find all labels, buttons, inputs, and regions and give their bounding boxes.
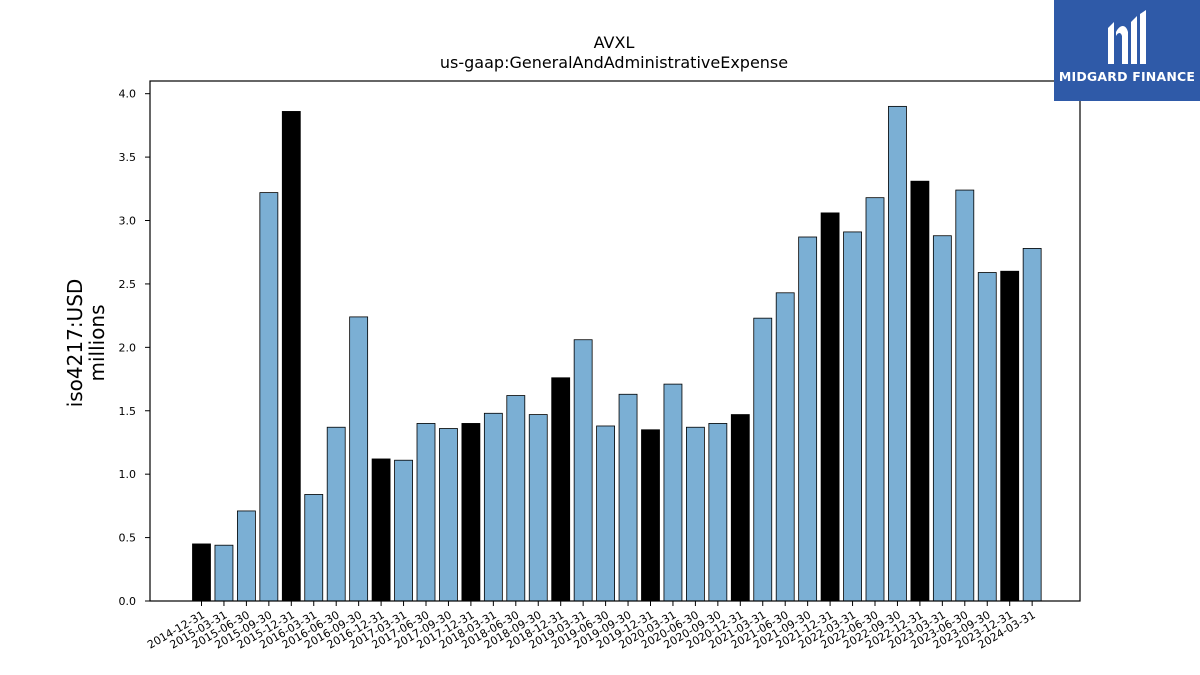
bar-2021-06-30 — [775, 292, 795, 602]
y-tick-label: 3.5 — [119, 151, 137, 164]
y-tick-label: 2.5 — [119, 278, 137, 291]
y-axis-label-line2: millions — [85, 304, 109, 381]
bar-2019-06-30 — [596, 425, 615, 602]
bar-2015-06-30 — [236, 510, 256, 602]
bar-2016-12-31 — [371, 458, 391, 602]
bar-2023-09-30 — [977, 272, 997, 602]
chart-title: AVXL — [594, 33, 635, 52]
bar-2021-09-30 — [798, 236, 818, 602]
bar-2023-12-31 — [1000, 270, 1020, 602]
brand-name: MIDGARD FINANCE — [1058, 69, 1196, 84]
bar-2020-03-31 — [663, 383, 683, 602]
bar-2020-09-30 — [708, 423, 728, 602]
y-axis-label-line1: iso4217:USD — [63, 279, 87, 408]
y-tick-label: 4.0 — [119, 88, 137, 101]
y-tick-label: 1.5 — [119, 405, 137, 418]
chart-subtitle: us-gaap:GeneralAndAdministrativeExpense — [440, 53, 788, 72]
bar-2020-06-30 — [686, 426, 705, 602]
bar-2017-03-31 — [394, 459, 413, 602]
bar-2015-03-31 — [214, 544, 234, 602]
bar-2022-06-30 — [865, 197, 885, 602]
plot-frame — [149, 80, 1081, 602]
midgard-logo-icon — [1108, 10, 1146, 64]
y-tick-label: 3.0 — [119, 215, 137, 228]
bar-2022-12-31 — [910, 180, 930, 602]
bar-2019-03-31 — [573, 339, 593, 602]
bar-2015-09-30 — [259, 192, 279, 602]
bar-2017-12-31 — [461, 423, 481, 602]
y-tick-label: 0.0 — [119, 595, 137, 608]
bar-2019-12-31 — [641, 429, 660, 602]
bar-2014-12-31 — [192, 543, 211, 602]
bar-2018-03-31 — [483, 412, 503, 602]
bar-2020-12-31 — [730, 414, 750, 602]
bar-2016-06-30 — [326, 426, 346, 602]
bar-2018-06-30 — [506, 395, 526, 602]
bar-2018-12-31 — [551, 377, 571, 602]
bar-2024-03-31 — [1022, 248, 1042, 602]
bar-2021-03-31 — [753, 317, 773, 602]
bar-2021-12-31 — [820, 212, 840, 602]
brand-logo: MIDGARD FINANCE — [1054, 0, 1200, 101]
x-ticks: 2014-12-312015-03-312015-06-302015-09-30… — [145, 601, 1038, 652]
bars-group — [192, 105, 1042, 602]
bar-2016-03-31 — [304, 494, 324, 602]
y-tick-label: 0.5 — [119, 532, 137, 545]
bar-2017-06-30 — [416, 423, 436, 602]
y-tick-label: 2.0 — [119, 341, 137, 354]
y-tick-label: 1.0 — [119, 468, 137, 481]
bar-2023-06-30 — [955, 189, 975, 602]
bar-2015-12-31 — [281, 111, 301, 602]
bar-2022-09-30 — [888, 105, 907, 602]
bar-2017-09-30 — [439, 428, 458, 602]
bar-2022-03-31 — [843, 231, 862, 602]
bar-2023-03-31 — [932, 235, 952, 602]
bar-2018-09-30 — [528, 414, 548, 602]
bar-2016-09-30 — [349, 316, 369, 602]
y-ticks: 0.0 0.5 1.0 1.5 2.0 2.5 3.0 3.5 4.0 — [119, 88, 150, 608]
bar-2019-09-30 — [618, 393, 638, 602]
y-axis-label: iso4217:USD millions — [63, 279, 109, 408]
